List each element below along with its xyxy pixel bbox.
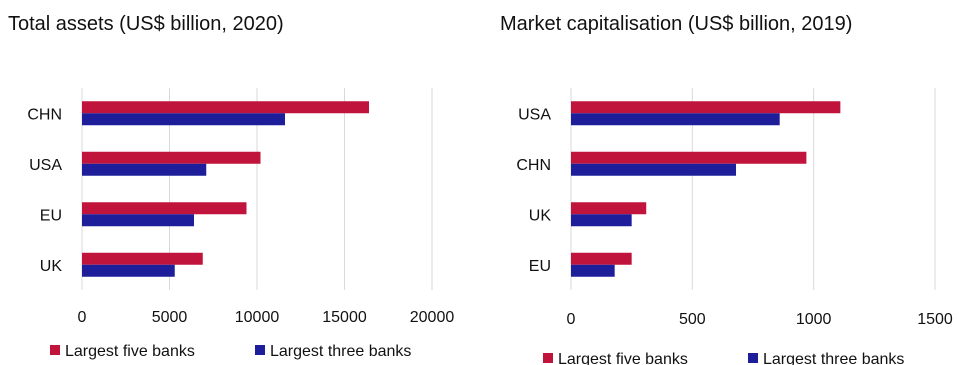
bar-largest-five [82,101,369,114]
legend: Largest five banks Largest three banks [543,351,904,365]
bar-largest-three [82,264,175,277]
bar-largest-three [82,163,207,176]
legend-label: Largest three banks [763,351,904,365]
legend: Largest five banks Largest three banks [50,343,411,360]
category-label: CHN [27,106,62,123]
bar-largest-three [571,264,615,277]
chart-title: Market capitalisation (US$ billion, 2019… [500,13,852,35]
bar-largest-five [82,151,261,164]
chart-title: Total assets (US$ billion, 2020) [8,13,284,35]
x-tick-label: 1000 [796,311,832,328]
x-tick-label: 1500 [917,311,953,328]
bar-largest-five [82,202,247,215]
legend-swatch [50,345,60,355]
bar-largest-five [82,252,203,265]
category-label: CHN [516,157,551,174]
bar-largest-three [571,163,737,176]
x-tick-label: 500 [679,311,706,328]
x-tick-label: 5000 [152,309,188,326]
x-tick-label: 0 [78,309,87,326]
category-label: USA [518,106,551,123]
category-label: UK [40,258,63,275]
market-cap-chart: Market capitalisation (US$ billion, 2019… [500,13,953,365]
bar-largest-five [571,151,807,164]
legend-label: Largest five banks [558,351,688,365]
bar-largest-three [82,214,194,227]
bar-largest-five [571,101,841,114]
category-label: EU [40,207,62,224]
category-label: EU [529,258,551,275]
category-label: UK [529,207,552,224]
x-tick-label: 0 [567,311,576,328]
legend-swatch [748,353,758,363]
bar-largest-five [571,252,632,265]
legend-swatch [543,353,553,363]
legend-swatch [255,345,265,355]
x-tick-label: 20000 [410,309,455,326]
category-label: USA [29,157,62,174]
bar-largest-three [571,214,632,227]
bar-largest-three [571,113,780,126]
bar-largest-five [571,202,647,215]
legend-label: Largest five banks [65,343,195,360]
total-assets-chart: Total assets (US$ billion, 2020) CHN USA E… [8,13,454,360]
legend-label: Largest three banks [270,343,411,360]
bar-largest-three [82,113,285,126]
x-tick-label: 15000 [322,309,367,326]
x-tick-label: 10000 [235,309,280,326]
